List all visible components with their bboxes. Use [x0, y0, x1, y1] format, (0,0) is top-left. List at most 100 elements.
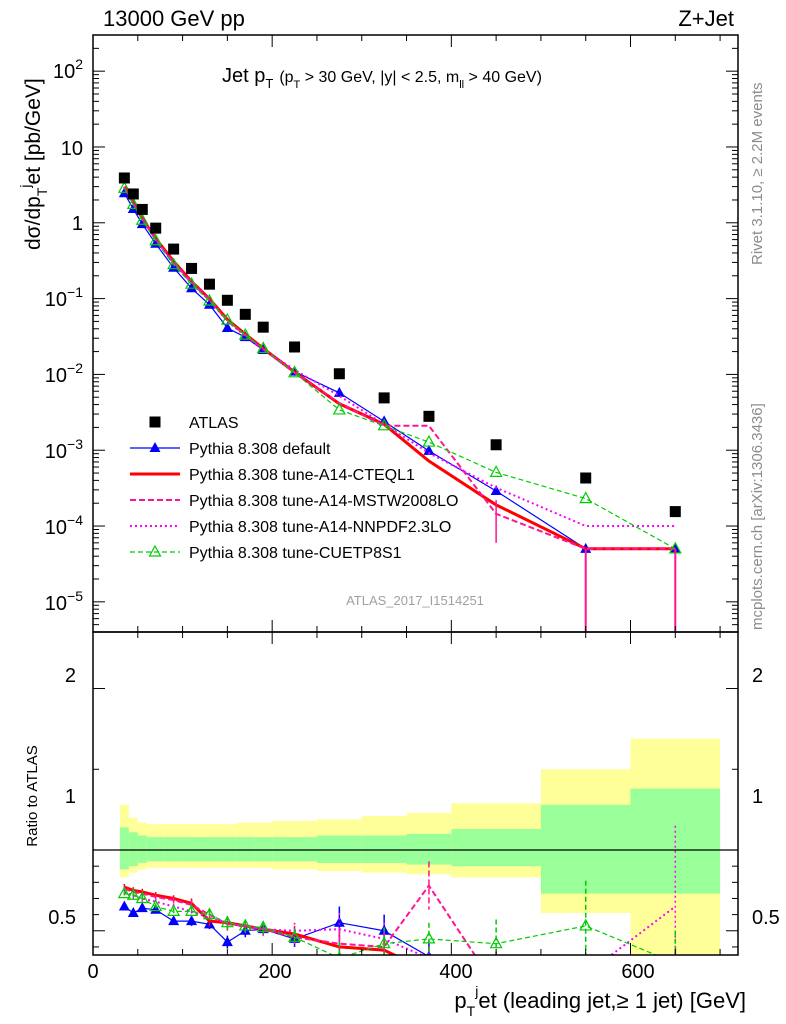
xlabel-part-a: p	[454, 988, 466, 1013]
series-marker-ratio	[186, 915, 198, 926]
title-cuts-close: > 40 GeV)	[464, 69, 542, 86]
ylabel-part-b: et [pb/GeV]	[22, 78, 45, 184]
series-marker-main	[256, 341, 270, 354]
series-marker-ratio	[185, 904, 199, 916]
series-marker-ratio	[670, 957, 681, 967]
legend-label: Pythia 8.308 tune-A14-CTEQL1	[189, 467, 415, 484]
ratio-band-inner	[164, 837, 183, 862]
series-marker-main	[422, 434, 436, 447]
series-marker-ratio	[422, 931, 436, 944]
series-marker-main	[377, 418, 391, 431]
plot-title: Jet pT (pT > 30 GeV, |y| < 2.5, mll > 40 …	[222, 65, 542, 91]
legend-label: Pythia 8.308 default	[189, 441, 331, 458]
xlabel-part-a-sub: T	[467, 1003, 476, 1019]
series-marker-ratio	[136, 902, 148, 913]
atlas-data-point	[168, 243, 180, 255]
analysis-watermark: ATLAS_2017_I1514251	[346, 593, 484, 608]
series-marker-main	[203, 298, 215, 309]
atlas-data-point	[118, 172, 130, 184]
y-axis-label-ratio: Ratio to ATLAS	[24, 745, 41, 846]
series-marker-main	[490, 484, 502, 495]
y-tick-label: 10−2	[45, 360, 83, 387]
legend-marker	[149, 442, 161, 452]
legend: ATLAS Pythia 8.308 default Pythia 8.308 tu…	[130, 415, 458, 562]
atlas-data-point	[186, 262, 198, 274]
y-axis-label-main: dσ/dpTjet [pb/GeV]	[17, 78, 50, 250]
ratio-band-inner	[200, 837, 219, 862]
atlas-data-point	[150, 222, 162, 234]
atlas-data-point	[257, 321, 269, 333]
legend-label: Pythia 8.308 tune-A14-NNPDF2.3LO	[189, 519, 451, 536]
series-marker-ratio	[288, 929, 302, 942]
ratio-band-inner	[272, 837, 317, 862]
series-marker-ratio	[202, 907, 216, 920]
series-marker-ratio	[117, 886, 131, 899]
series-marker-ratio	[491, 965, 502, 975]
series-marker-ratio	[220, 915, 234, 928]
series-marker-main	[186, 282, 198, 293]
ratio-band-inner	[361, 835, 407, 863]
series-marker-main	[221, 321, 233, 332]
side-text-rivet: Rivet 3.1.10, ≥ 2.2M events	[749, 83, 766, 266]
y-tick-label-ratio: 0.5	[48, 907, 76, 929]
atlas-data-point	[289, 341, 301, 353]
series-marker-ratio	[135, 891, 149, 904]
series-marker-main	[117, 181, 131, 193]
atlas-data-point	[580, 472, 592, 484]
ratio-band-inner	[540, 804, 631, 894]
x-tick-label: 0	[87, 961, 98, 983]
ratio-band-inner	[406, 833, 452, 865]
ratio-band-inner	[137, 835, 147, 863]
ratio-band-inner	[182, 837, 201, 862]
y-tick-label: 10−1	[45, 284, 83, 311]
legend-marker-atlas	[149, 416, 161, 428]
y-tick-label: 10	[61, 138, 83, 160]
title-main: Jet p	[222, 65, 265, 87]
xlabel-part-a-sup: j	[474, 983, 478, 999]
series-marker-ratio	[221, 936, 233, 947]
x-tick-label: 400	[439, 961, 472, 983]
series-line-ratio	[124, 883, 476, 955]
series-marker-ratio	[670, 957, 681, 967]
ratio-band-inner	[128, 832, 138, 867]
atlas-data-point	[423, 410, 435, 422]
series-marker-main	[288, 365, 302, 378]
y-tick-label-ratio-right: 1	[752, 786, 763, 808]
ratio-band-inner	[146, 837, 165, 862]
atlas-data-point	[221, 294, 233, 306]
series-marker-ratio	[126, 887, 140, 900]
atlas-data-point	[203, 278, 215, 290]
y-tick-label-ratio: 1	[65, 786, 76, 808]
series-marker-main	[579, 491, 593, 504]
ratio-band-inner	[254, 837, 273, 862]
main-frame	[92, 34, 739, 633]
atlas-data-point	[127, 188, 139, 200]
x-tick-label: 200	[258, 961, 291, 983]
series-marker-main	[220, 312, 234, 325]
ylabel-part-a-sub: T	[34, 187, 50, 196]
series-marker-ratio	[127, 907, 139, 918]
ratio-band-inner	[119, 827, 129, 870]
title-cuts-mid: > 30 GeV, |y| < 2.5, m	[300, 69, 459, 86]
side-text-mcplots: mcplots.cern.ch [arXiv:1306.3436]	[749, 403, 766, 630]
collision-header: 13000 GeV pp	[103, 6, 245, 31]
atlas-data-point	[333, 368, 345, 380]
ylabel-part-a: dσ/dp	[22, 196, 45, 250]
atlas-data-point	[136, 203, 148, 215]
legend-label: Pythia 8.308 tune-CUETP8S1	[189, 545, 402, 562]
y-tick-label: 10−3	[45, 436, 83, 463]
series-marker-ratio	[168, 915, 180, 926]
title-cuts-open: (p	[279, 69, 293, 86]
atlas-data-point	[669, 506, 681, 518]
legend-marker	[148, 544, 162, 557]
atlas-data-point	[378, 392, 390, 404]
ratio-panel	[117, 825, 681, 975]
title-cuts-mid-sub: ll	[459, 79, 464, 91]
xlabel-part-b: et (leading jet,≥ 1 jet) [GeV]	[478, 988, 746, 1013]
series-marker-ratio	[579, 918, 593, 931]
series-marker-ratio	[256, 920, 270, 933]
y-tick-label-ratio: 2	[65, 665, 76, 687]
ratio-band-inner	[236, 837, 255, 862]
ratio-band-inner	[218, 837, 237, 862]
